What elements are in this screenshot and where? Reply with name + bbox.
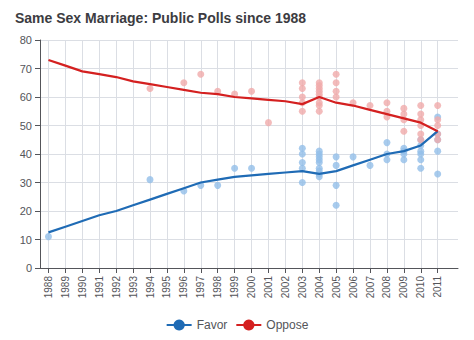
svg-text:2010: 2010	[415, 276, 426, 299]
svg-text:2002: 2002	[280, 276, 291, 299]
svg-text:Same Sex Marriage: Public Poll: Same Sex Marriage: Public Polls since 19…	[15, 10, 306, 26]
svg-text:1993: 1993	[128, 276, 139, 299]
svg-text:2000: 2000	[246, 276, 257, 299]
svg-text:2006: 2006	[348, 276, 359, 299]
svg-text:40: 40	[20, 148, 32, 160]
svg-text:1999: 1999	[229, 276, 240, 299]
svg-text:2001: 2001	[263, 276, 274, 299]
svg-text:1998: 1998	[212, 276, 223, 299]
svg-text:Oppose: Oppose	[266, 318, 308, 332]
svg-text:1989: 1989	[60, 276, 71, 299]
svg-text:0: 0	[26, 262, 32, 274]
svg-text:1997: 1997	[195, 276, 206, 299]
svg-text:30: 30	[20, 177, 32, 189]
svg-text:Favor: Favor	[197, 318, 228, 332]
svg-text:1994: 1994	[145, 276, 156, 299]
svg-text:2003: 2003	[297, 276, 308, 299]
svg-text:1996: 1996	[178, 276, 189, 299]
svg-text:70: 70	[20, 63, 32, 75]
svg-text:80: 80	[20, 34, 32, 46]
svg-text:1990: 1990	[77, 276, 88, 299]
svg-text:1988: 1988	[43, 276, 54, 299]
svg-text:10: 10	[20, 234, 32, 246]
svg-text:1992: 1992	[111, 276, 122, 299]
svg-text:1995: 1995	[161, 276, 172, 299]
svg-text:2007: 2007	[365, 276, 376, 299]
svg-text:20: 20	[20, 205, 32, 217]
svg-text:2009: 2009	[398, 276, 409, 299]
svg-text:2011: 2011	[432, 276, 443, 298]
svg-text:1991: 1991	[94, 276, 105, 299]
svg-text:2005: 2005	[331, 276, 342, 299]
svg-text:50: 50	[20, 120, 32, 132]
svg-text:2004: 2004	[314, 276, 325, 299]
svg-text:2008: 2008	[381, 276, 392, 299]
svg-text:60: 60	[20, 91, 32, 103]
